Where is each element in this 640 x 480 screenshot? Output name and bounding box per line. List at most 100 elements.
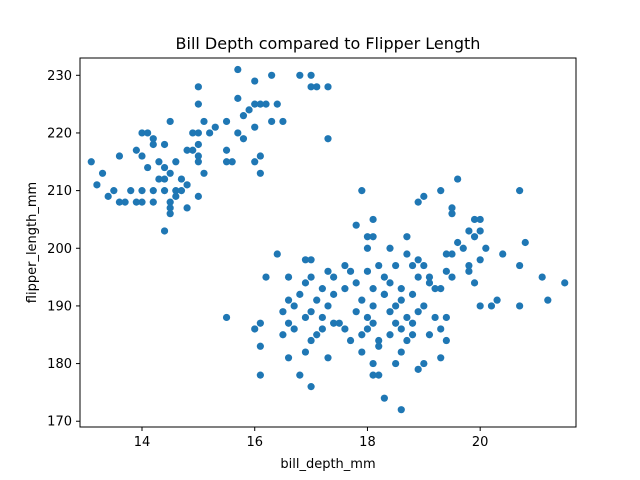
data-point [301,348,310,356]
data-point [544,296,552,304]
data-point [375,371,383,379]
data-point [448,273,456,281]
data-point [194,140,202,149]
data-point [476,227,484,235]
data-point [301,279,310,287]
data-point [363,325,372,333]
data-point [138,129,146,137]
data-point [414,308,422,316]
data-point [115,198,124,206]
data-point [442,267,450,275]
data-point [352,221,360,229]
data-point [352,279,360,287]
data-point [330,319,338,327]
data-point [521,238,529,247]
data-point [166,169,174,177]
data-point [160,187,169,195]
data-point [420,302,428,310]
data-point [363,313,372,322]
data-point [307,71,315,79]
data-point [341,325,349,333]
data-point [363,244,372,252]
data-point [380,273,388,281]
data-point [268,71,276,79]
data-point [403,313,411,322]
data-point [284,273,293,281]
data-point [408,331,417,339]
data-point [301,313,310,322]
data-point [200,169,208,177]
data-point [307,308,315,316]
data-point [138,187,146,195]
data-point [386,244,394,252]
data-point [431,285,439,293]
data-point [380,394,388,402]
data-point [307,256,315,264]
data-point [487,302,496,310]
data-point [482,244,490,252]
data-point [307,336,315,345]
data-point [414,198,422,206]
data-point [183,146,191,154]
data-point [516,187,524,195]
data-point [234,65,242,74]
data-point [397,296,405,304]
data-point [98,169,107,177]
data-point [516,261,524,270]
data-point [296,71,304,79]
data-point [166,210,174,218]
data-point [375,261,383,270]
data-point [442,313,450,322]
data-point [200,117,208,126]
data-point [93,181,101,189]
data-point [313,83,321,91]
data-point [284,354,293,362]
data-point [420,192,428,200]
data-point [358,296,366,304]
data-point [256,100,264,108]
data-point [313,331,321,339]
data-point [425,273,434,281]
data-point [408,261,417,270]
data-point [403,233,411,241]
data-point [262,273,270,281]
data-point [194,129,202,137]
data-point [476,215,484,224]
data-point [431,313,439,322]
x-axis: 14 16 18 20 [134,427,488,450]
data-point [363,233,372,241]
data-point [234,129,242,137]
x-tick-label: 14 [134,435,151,450]
data-point [194,192,202,200]
y-tick-label: 220 [47,126,72,141]
data-point [369,371,377,379]
data-point [459,244,467,252]
data-point [144,163,152,172]
data-point [194,158,202,166]
data-point [397,325,405,333]
data-point [222,117,231,126]
data-point [194,83,202,91]
data-point [437,325,445,333]
data-point [166,198,174,206]
data-point [251,100,259,108]
data-point [425,279,434,287]
data-point [251,123,259,131]
data-point [222,313,231,322]
data-point [324,354,332,362]
data-point [375,342,383,350]
data-point [138,152,146,160]
data-point [132,198,140,206]
data-point [279,331,287,339]
data-point [324,302,332,310]
data-point [414,256,422,264]
data-point [408,319,417,327]
data-point [183,181,191,189]
data-point [397,406,405,414]
data-point [160,227,169,235]
y-tick-label: 200 [47,242,72,257]
data-point [324,267,332,275]
data-point [307,83,315,91]
data-point [330,273,338,281]
